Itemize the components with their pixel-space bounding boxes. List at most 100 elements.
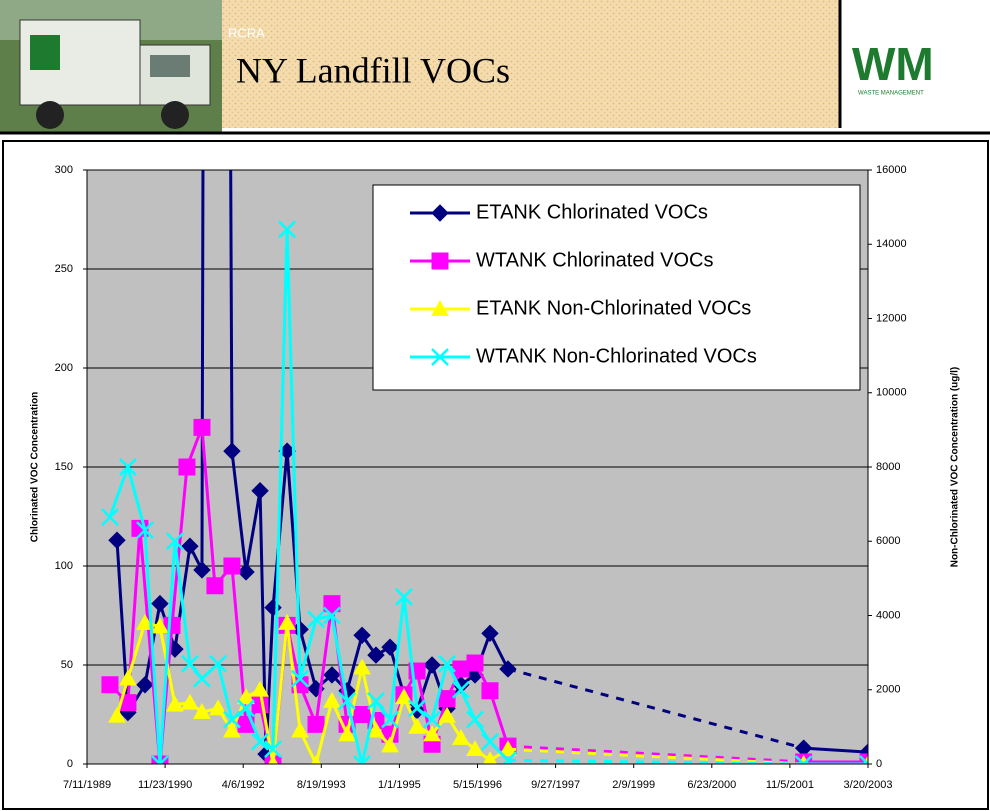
gap-connector <box>507 667 805 750</box>
marker <box>237 699 255 718</box>
marker <box>237 688 255 705</box>
slide-title: NY Landfill VOCs <box>236 50 510 90</box>
marker <box>438 690 456 708</box>
marker <box>466 740 484 757</box>
marker <box>408 717 426 734</box>
marker <box>452 680 470 699</box>
marker <box>381 638 399 656</box>
marker <box>323 666 341 684</box>
marker <box>367 692 385 710</box>
y2-tick-label: 12000 <box>876 312 907 324</box>
y2-tick-label: 0 <box>876 758 882 770</box>
y2-tick-label: 2000 <box>876 684 900 696</box>
marker <box>223 442 241 460</box>
marker <box>323 606 341 625</box>
x-tick-label: 1/1/1995 <box>378 779 421 791</box>
y2-tick-label: 10000 <box>876 387 907 399</box>
y2-tick-label: 16000 <box>876 164 907 176</box>
marker <box>499 751 517 764</box>
marker <box>481 682 499 700</box>
x-tick-label: 7/11/1989 <box>63 779 111 791</box>
legend-label: WTANK Chlorinated VOCs <box>476 249 713 271</box>
marker <box>251 680 269 697</box>
series-line <box>115 621 509 764</box>
legend-label: ETANK Non-Chlorinated VOCs <box>476 297 751 319</box>
marker <box>136 676 154 694</box>
title-band <box>222 0 840 128</box>
marker <box>264 740 282 759</box>
marker <box>353 755 371 764</box>
marker <box>431 252 449 270</box>
marker <box>291 721 309 738</box>
series-line <box>115 170 510 756</box>
marker <box>499 740 517 757</box>
marker <box>466 654 484 672</box>
marker <box>193 561 211 579</box>
marker <box>307 610 325 629</box>
y2-tick-label: 8000 <box>876 461 900 473</box>
marker <box>438 654 456 673</box>
y-tick-label: 300 <box>55 164 73 176</box>
section-label: RCRA <box>228 25 265 40</box>
marker <box>310 754 322 764</box>
x-tick-label: 6/23/2000 <box>687 779 736 791</box>
marker <box>178 458 196 476</box>
x-tick-label: 9/27/1997 <box>531 779 580 791</box>
marker <box>431 348 449 366</box>
marker <box>408 699 426 718</box>
marker <box>193 669 211 688</box>
y-tick-label: 0 <box>67 758 73 770</box>
logo-area <box>843 0 990 128</box>
marker <box>431 299 449 316</box>
series-line <box>108 227 510 764</box>
marker <box>136 521 154 539</box>
marker <box>423 725 441 742</box>
marker <box>499 660 517 678</box>
marker <box>323 595 341 613</box>
wheel <box>161 101 189 129</box>
marker <box>108 706 126 723</box>
marker <box>278 220 296 239</box>
axes: 0 50 100 150 200 250 300 0 2000 4000 6000 8000 10000… <box>55 164 907 791</box>
marker <box>206 577 224 595</box>
marker <box>223 710 241 729</box>
marker <box>423 656 441 674</box>
marker <box>338 692 356 710</box>
legend-label: WTANK Non-Chlorinated VOCs <box>476 345 757 367</box>
marker <box>481 624 499 643</box>
marker <box>381 736 399 753</box>
y-tick-label: 50 <box>61 659 73 671</box>
marker <box>395 688 413 705</box>
marker <box>101 676 119 694</box>
chart-frame <box>2 140 989 810</box>
wheel <box>36 101 64 129</box>
marker <box>119 669 137 686</box>
marker <box>423 710 441 729</box>
marker <box>166 695 184 712</box>
x-tick-label: 3/20/2003 <box>844 779 893 791</box>
marker <box>466 710 484 729</box>
gap-connector <box>507 747 804 764</box>
marker <box>181 537 199 555</box>
legend-label: ETANK Chlorinated VOCs <box>476 201 708 223</box>
y2-axis-title: Non-Chlorinated VOC Concentration (ug/l) <box>950 367 961 568</box>
marker <box>381 710 399 729</box>
y-axis-title: Chlorinated VOC Concentration <box>30 392 41 543</box>
y-tick-label: 250 <box>55 263 73 275</box>
x-tick-label: 11/5/2001 <box>766 779 814 791</box>
marker <box>181 654 199 673</box>
marker <box>367 721 385 738</box>
marker <box>291 669 309 688</box>
marker <box>223 721 241 738</box>
series-layer <box>101 170 868 764</box>
marker <box>237 563 255 581</box>
logo-caption: WASTE MANAGEMENT <box>858 91 924 97</box>
marker <box>251 732 269 751</box>
marker <box>452 728 470 745</box>
marker <box>181 693 199 710</box>
marker <box>353 658 371 675</box>
legend: ETANK Chlorinated VOCs WTANK Chlorinated … <box>372 184 861 391</box>
marker <box>209 654 227 673</box>
marker <box>193 418 211 436</box>
marker <box>251 482 269 500</box>
